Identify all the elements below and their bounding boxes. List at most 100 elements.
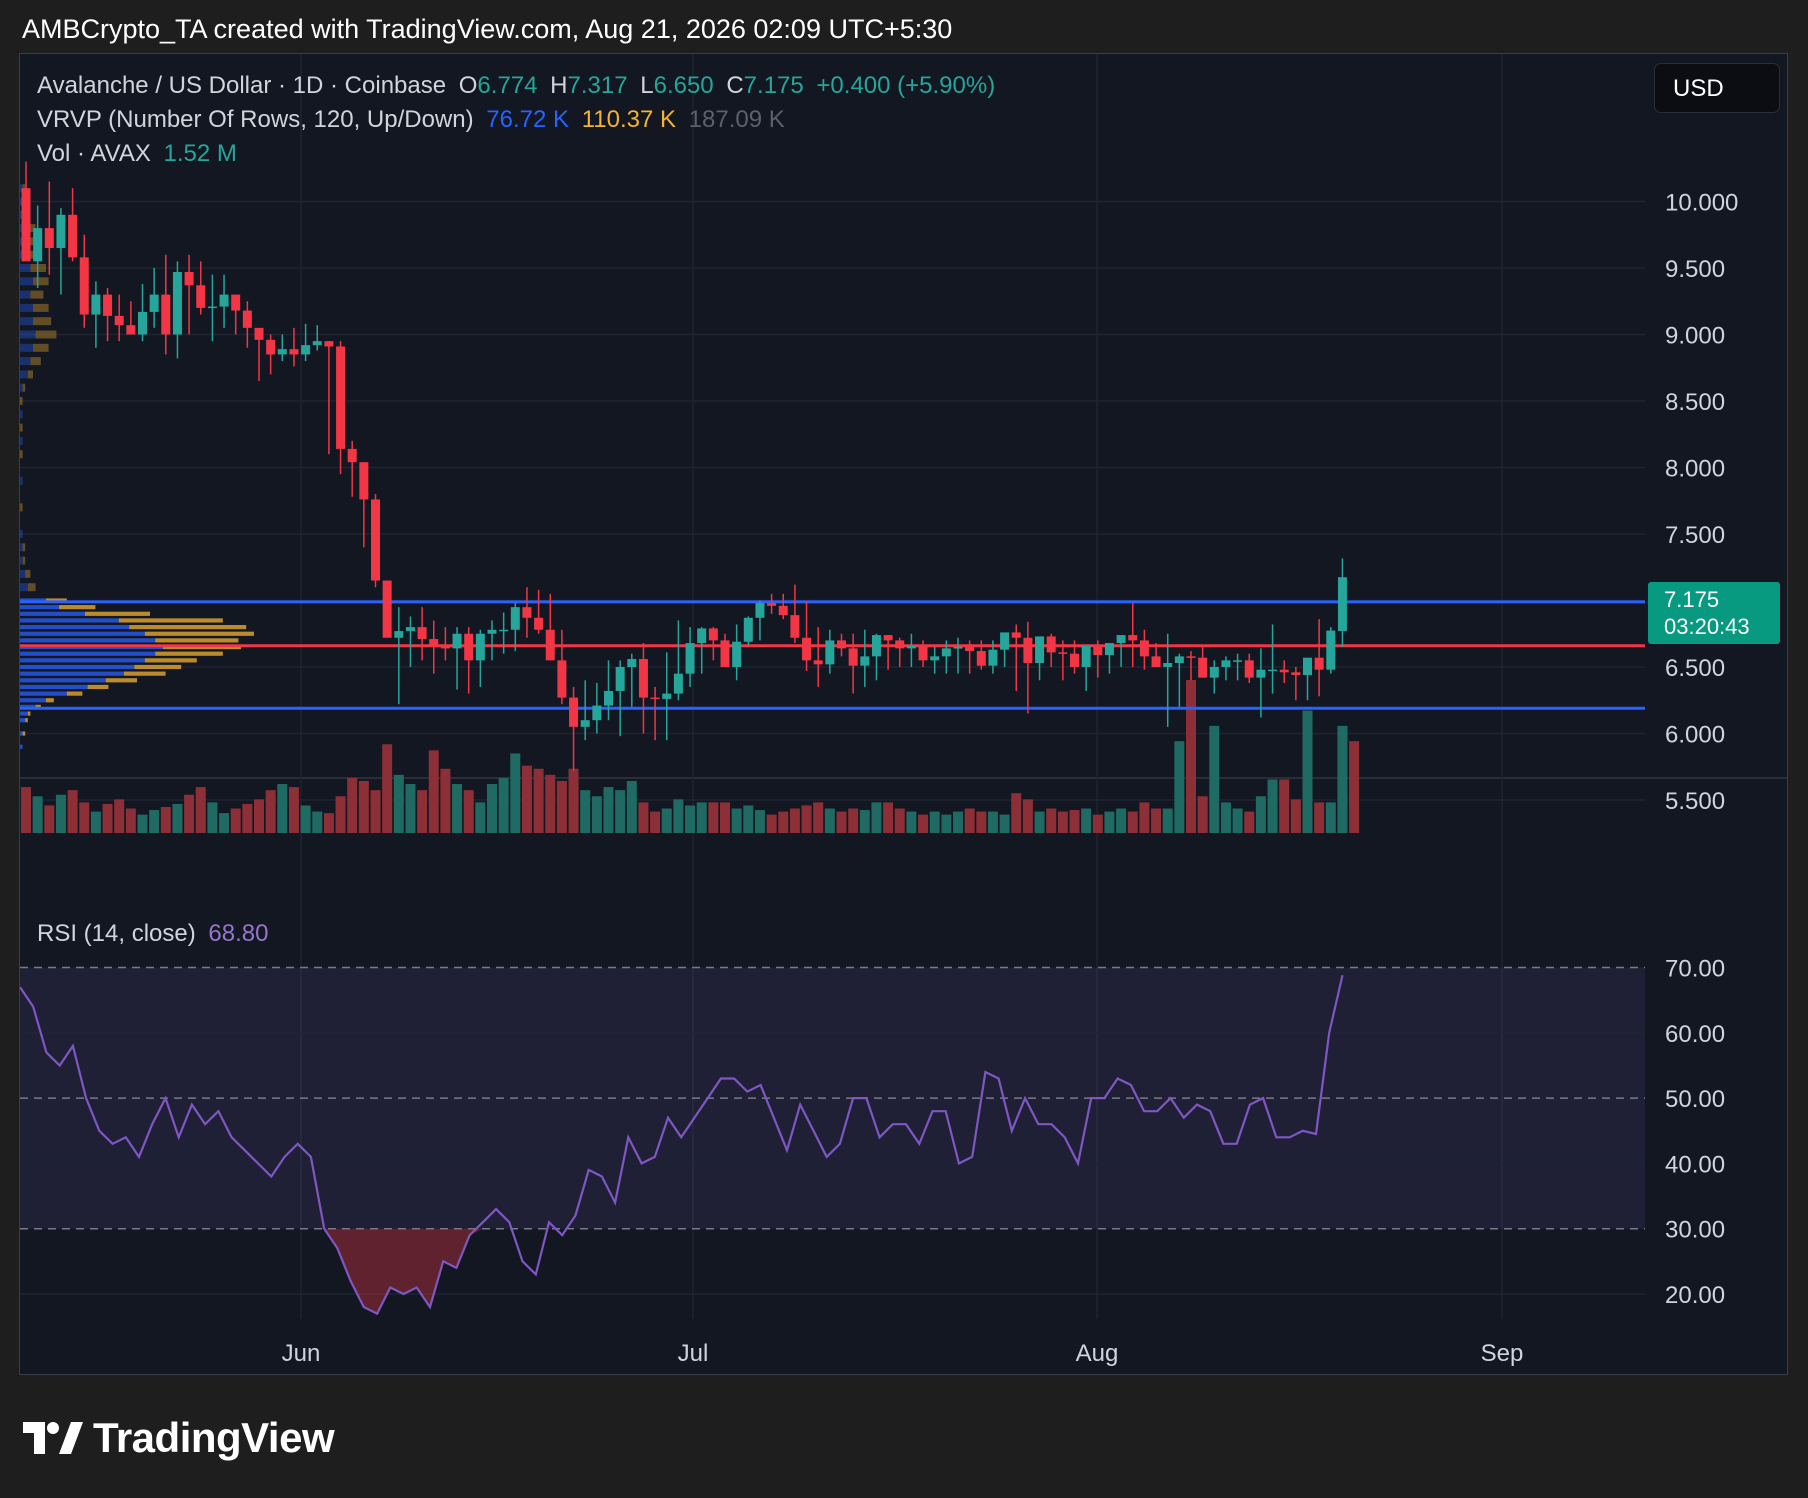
- volume-profile-up-bar: [20, 383, 23, 392]
- candle-body: [336, 346, 346, 449]
- candle-body: [755, 603, 765, 618]
- volume-bar: [1174, 741, 1185, 833]
- volume-bar: [475, 802, 486, 833]
- volume-profile-down-bar: [27, 370, 33, 379]
- volume-bar: [1197, 796, 1208, 833]
- volume-profile-up-bar: [20, 410, 23, 419]
- volume-profile-down-bar: [155, 651, 223, 656]
- candle-body: [965, 647, 975, 652]
- candle-body: [429, 639, 439, 646]
- volume-legend: Vol · AVAX 1.52 M: [37, 140, 243, 168]
- volume-bar: [1186, 680, 1196, 833]
- price-axis-label: 5.500: [1665, 788, 1725, 815]
- volume-profile-down-bar: [22, 543, 26, 552]
- volume-profile-down-bar: [20, 450, 23, 459]
- candle-body: [638, 659, 648, 698]
- volume-profile-down-bar: [25, 718, 28, 723]
- candle-body: [312, 341, 322, 346]
- volume-bar: [160, 806, 171, 833]
- vrvp-legend: VRVP (Number Of Rows, 120, Up/Down) 76.7…: [37, 106, 791, 134]
- candle-body: [1011, 632, 1021, 638]
- volume-bar: [1022, 799, 1033, 833]
- volume-profile-down-bar: [35, 330, 57, 339]
- candle-body: [1104, 643, 1114, 656]
- candle-body: [790, 615, 800, 638]
- volume-bar: [172, 803, 183, 833]
- volume-profile-up-bar: [20, 678, 106, 683]
- volume-profile-down-bar: [144, 658, 197, 663]
- candle-body: [184, 271, 194, 286]
- volume-profile-down-bar: [46, 698, 54, 703]
- volume-profile-up-bar: [20, 664, 135, 670]
- candle-body: [79, 257, 89, 315]
- candle-body: [1279, 669, 1289, 673]
- candle-body: [242, 310, 252, 328]
- chart-frame[interactable]: Jun Jul Aug Sep 10.000 9.500 9.000 8.500 8.000 7.…: [19, 53, 1788, 1375]
- vrvp-label[interactable]: VRVP (Number Of Rows, 120, Up/Down): [37, 106, 474, 133]
- volume-profile-up-bar: [20, 638, 156, 643]
- volume-bar: [731, 808, 742, 833]
- rsi-axis-label: 30.00: [1665, 1217, 1725, 1244]
- candle-body: [953, 647, 963, 649]
- high-value: 7.317: [567, 72, 628, 99]
- volume-profile-up-bar: [20, 476, 23, 485]
- volume-profile-up-bar: [20, 658, 145, 663]
- volume-profile-down-bar: [22, 731, 26, 736]
- candle-body: [930, 656, 940, 661]
- volume-bar: [743, 805, 754, 833]
- volume-bar: [300, 805, 311, 833]
- candle-body: [895, 640, 905, 649]
- candle-body: [1256, 669, 1266, 678]
- volume-profile-up-bar: [20, 370, 28, 379]
- volume-profile-up-bar: [20, 343, 33, 352]
- candle-body: [918, 645, 928, 661]
- volume-profile-down-bar: [33, 277, 49, 286]
- volume-bar: [184, 794, 195, 833]
- volume-profile-up-bar: [20, 625, 130, 630]
- symbol-title[interactable]: Avalanche / US Dollar · 1D · Coinbase: [37, 72, 447, 99]
- volume-bar: [801, 805, 812, 833]
- volume-bar: [894, 808, 905, 833]
- currency-button[interactable]: USD: [1654, 63, 1780, 113]
- volume-bar: [149, 810, 160, 833]
- rsi-label[interactable]: RSI (14, close): [37, 920, 196, 947]
- tradingview-wordmark: TradingView: [93, 1414, 335, 1461]
- candle-body: [475, 633, 485, 661]
- volume-bar: [21, 787, 31, 833]
- candle-body: [825, 640, 835, 665]
- candle-body: [1221, 660, 1231, 667]
- candle-body: [1163, 663, 1173, 667]
- volume-bar: [720, 802, 730, 833]
- candle-body: [417, 627, 427, 640]
- volume-bar: [848, 808, 859, 833]
- volume-profile-down-bar: [27, 583, 36, 592]
- volume-bar: [1209, 725, 1220, 833]
- candle-body: [324, 341, 334, 347]
- volume-profile-down-bar: [134, 664, 182, 670]
- volume-profile-down-bar: [105, 678, 137, 683]
- candle-body: [510, 607, 520, 630]
- tradingview-logo[interactable]: TradingView: [23, 1414, 335, 1462]
- volume-profile-down-bar: [27, 224, 36, 233]
- chart-canvas[interactable]: Jun Jul Aug Sep 10.000 9.500 9.000 8.500 8.000 7.…: [20, 54, 1787, 1374]
- candle-body: [767, 603, 777, 606]
- candle-body: [685, 643, 695, 674]
- close-value: 7.175: [743, 72, 804, 99]
- candle-body: [254, 327, 264, 340]
- volume-profile-down-bar: [33, 343, 49, 352]
- volume-profile-down-bar: [66, 691, 83, 696]
- volume-bar: [32, 796, 43, 833]
- volume-label[interactable]: Vol · AVAX: [37, 140, 151, 167]
- volume-bar: [405, 784, 416, 833]
- candle-body: [627, 659, 637, 667]
- volume-bar: [90, 811, 101, 833]
- volume-profile-up-bar: [20, 303, 33, 312]
- candle-body: [1186, 656, 1196, 658]
- candle-body: [1314, 657, 1324, 670]
- volume-bar: [521, 765, 532, 833]
- volume-profile-up-bar: [20, 711, 28, 716]
- candle-body: [382, 580, 392, 638]
- volume-bar: [382, 744, 393, 833]
- candle-body: [91, 294, 101, 315]
- candle-body: [33, 228, 43, 262]
